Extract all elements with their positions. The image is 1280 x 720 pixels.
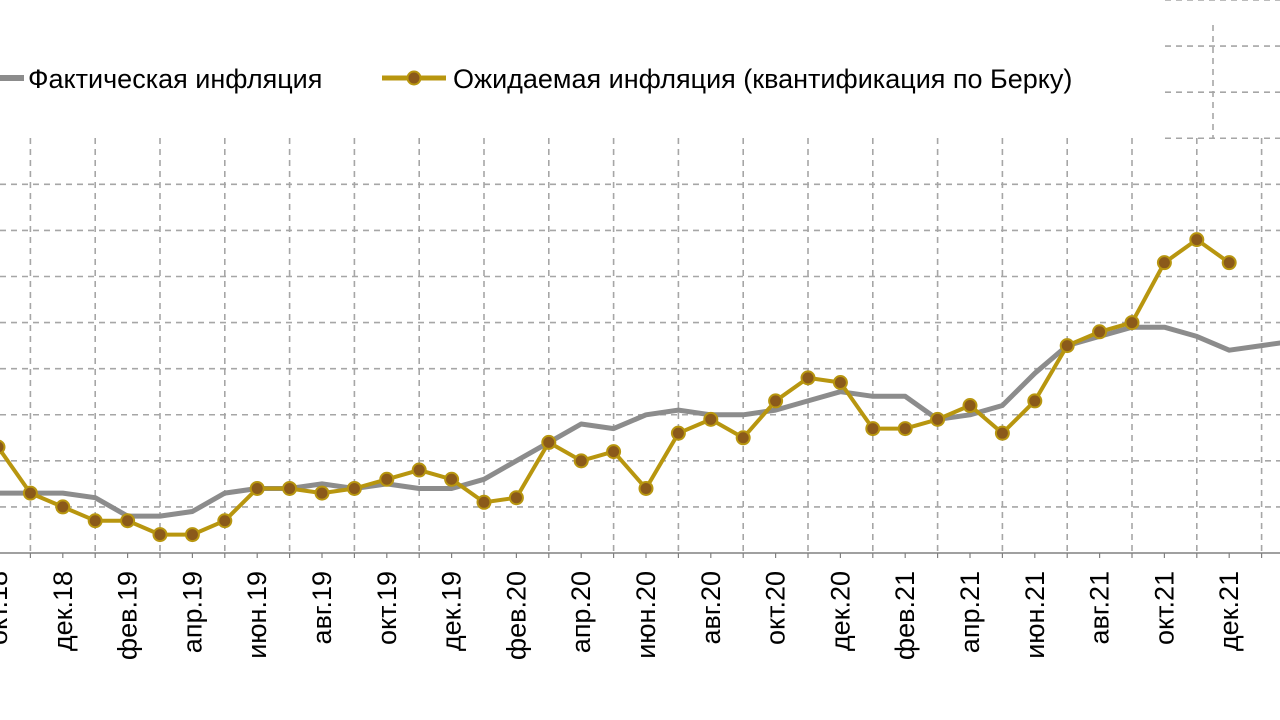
expected-point [735, 430, 751, 446]
expected-point [379, 471, 395, 487]
x-tick-label: июн.20 [631, 571, 661, 659]
expected-point [897, 421, 913, 437]
expected-point [1092, 324, 1108, 340]
expected-point [768, 393, 784, 409]
x-tick-label: окт.18 [0, 571, 13, 645]
expected-point [638, 480, 654, 496]
expected-point [703, 411, 719, 427]
series-layer [0, 232, 1280, 543]
x-tick-label: дек.20 [825, 571, 855, 651]
expected-point [120, 513, 136, 529]
legend: Фактическая инфляция Ожидаемая инфляция … [0, 64, 1072, 94]
expected-point [800, 370, 816, 386]
expected-point [1059, 338, 1075, 354]
expected-point [152, 527, 168, 543]
x-tick-label: окт.21 [1149, 571, 1179, 645]
expected-point [1027, 393, 1043, 409]
expected-point [832, 374, 848, 390]
legend-label-expected: Ожидаемая инфляция (квантификация по Бер… [453, 64, 1072, 94]
x-tick-label: авг.20 [696, 571, 726, 644]
expected-point [962, 398, 978, 414]
axes [0, 552, 1280, 558]
expected-point [573, 453, 589, 469]
expected-point [411, 462, 427, 478]
expected-point [1189, 232, 1205, 248]
expected-point [930, 411, 946, 427]
expected-point [55, 499, 71, 515]
expected-point [217, 513, 233, 529]
expected-point [0, 439, 6, 455]
x-tick-label: фев.19 [113, 571, 143, 660]
expected-point [184, 527, 200, 543]
expected-point [541, 434, 557, 450]
expected-point [282, 480, 298, 496]
x-tick-labels: окт.18 дек.18 фев.19 апр.19 июн.19 авг.19 окт.… [0, 571, 1244, 660]
x-tick-label: авг.19 [307, 571, 337, 644]
legend-label-actual: Фактическая инфляция [28, 64, 322, 94]
expected-point [1124, 315, 1140, 331]
series-line-expected [0, 237, 1232, 537]
x-tick-label: июн.19 [242, 571, 272, 659]
x-tick-label: апр.19 [177, 571, 207, 653]
x-tick-label: окт.19 [372, 571, 402, 645]
expected-point [87, 513, 103, 529]
x-tick-label: фев.21 [890, 571, 920, 660]
x-tick-label: дек.19 [437, 571, 467, 651]
x-tick-label: апр.20 [566, 571, 596, 653]
x-tick-label: апр.21 [955, 571, 985, 653]
expected-point [476, 494, 492, 510]
expected-point [508, 490, 524, 506]
expected-point [444, 471, 460, 487]
x-tick-label: июн.21 [1020, 571, 1050, 659]
x-tick-label: окт.20 [761, 571, 791, 645]
expected-point [670, 425, 686, 441]
expected-point [994, 425, 1010, 441]
expected-point [22, 485, 38, 501]
expected-point [606, 444, 622, 460]
legend-marker-expected [406, 70, 422, 86]
expected-point [865, 421, 881, 437]
expected-point [346, 480, 362, 496]
x-tick-label: дек.18 [48, 571, 78, 651]
expected-point [314, 485, 330, 501]
x-tick-label: дек.21 [1214, 571, 1244, 651]
x-tick-label: авг.21 [1085, 571, 1115, 644]
expected-point [249, 480, 265, 496]
expected-point [1221, 255, 1237, 271]
expected-point [1156, 255, 1172, 271]
x-tick-label: фев.20 [501, 571, 531, 660]
